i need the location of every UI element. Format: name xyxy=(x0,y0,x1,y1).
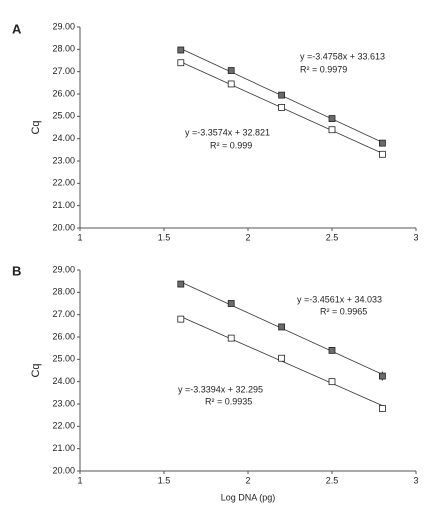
y-tick-label: 29.00 xyxy=(52,21,75,31)
y-tick-label: 27.00 xyxy=(52,66,75,76)
panel-letter: B xyxy=(12,263,21,278)
x-tick-label: 2 xyxy=(245,475,250,485)
y-tick-label: 23.00 xyxy=(52,155,75,165)
marker xyxy=(278,91,286,99)
marker xyxy=(177,59,185,67)
y-tick-label: 28.00 xyxy=(52,44,75,54)
marker xyxy=(278,323,286,331)
annotation: R² = 0.9935 xyxy=(205,396,252,406)
y-tick-label: 27.00 xyxy=(52,309,75,319)
marker xyxy=(328,378,336,386)
y-tick-label: 21.00 xyxy=(52,443,75,453)
y-tick-label: 20.00 xyxy=(52,465,75,475)
y-tick-label: 20.00 xyxy=(52,222,75,232)
y-tick-label: 28.00 xyxy=(52,287,75,297)
marker xyxy=(278,354,286,362)
marker xyxy=(227,334,235,342)
y-tick-label: 26.00 xyxy=(52,88,75,98)
annotation: y =-3.3574x + 32.821 xyxy=(185,127,270,137)
x-tick-label: 2.5 xyxy=(326,232,339,242)
panel-letter: A xyxy=(12,21,22,36)
x-tick-label: 1 xyxy=(77,475,82,485)
marker xyxy=(378,405,386,412)
annotation: R² = 0.9979 xyxy=(300,64,347,74)
marker xyxy=(328,115,336,122)
y-tick-label: 26.00 xyxy=(52,331,75,341)
marker xyxy=(328,346,336,354)
marker xyxy=(378,139,386,147)
y-tick-label: 22.00 xyxy=(52,421,75,431)
y-tick-label: 25.00 xyxy=(52,111,75,121)
x-tick-label: 2 xyxy=(245,232,250,242)
marker xyxy=(378,372,386,380)
marker xyxy=(328,126,336,134)
marker xyxy=(177,315,185,323)
y-tick-label: 21.00 xyxy=(52,200,75,210)
x-tick-label: 3 xyxy=(413,475,418,485)
marker xyxy=(378,150,386,158)
y-tick-label: 25.00 xyxy=(52,354,75,364)
x-tick-label: 3 xyxy=(413,232,418,242)
marker xyxy=(227,80,235,88)
marker xyxy=(227,67,235,74)
x-tick-label: 1 xyxy=(77,232,82,242)
marker xyxy=(177,280,185,288)
y-axis-label: Cq xyxy=(30,363,42,377)
y-tick-label: 24.00 xyxy=(52,133,75,143)
y-tick-label: 24.00 xyxy=(52,376,75,386)
marker xyxy=(227,300,235,307)
x-tick-label: 2.5 xyxy=(326,475,339,485)
y-tick-label: 22.00 xyxy=(52,178,75,188)
annotation: y =-3.3394x + 32.295 xyxy=(178,384,263,394)
x-axis-label: Log DNA (pg) xyxy=(221,492,276,502)
y-tick-label: 29.00 xyxy=(52,264,75,274)
x-tick-label: 1.5 xyxy=(158,475,171,485)
annotation: R² = 0.999 xyxy=(210,140,252,150)
marker xyxy=(278,104,286,111)
y-tick-label: 23.00 xyxy=(52,398,75,408)
annotation: y =-3.4758x + 33.613 xyxy=(300,51,385,61)
y-axis-label: Cq xyxy=(30,120,42,134)
marker xyxy=(177,46,185,54)
annotation: y =-3.4561x + 34.033 xyxy=(297,294,382,304)
x-tick-label: 1.5 xyxy=(158,232,171,242)
annotation: R² = 0.9965 xyxy=(320,306,367,316)
